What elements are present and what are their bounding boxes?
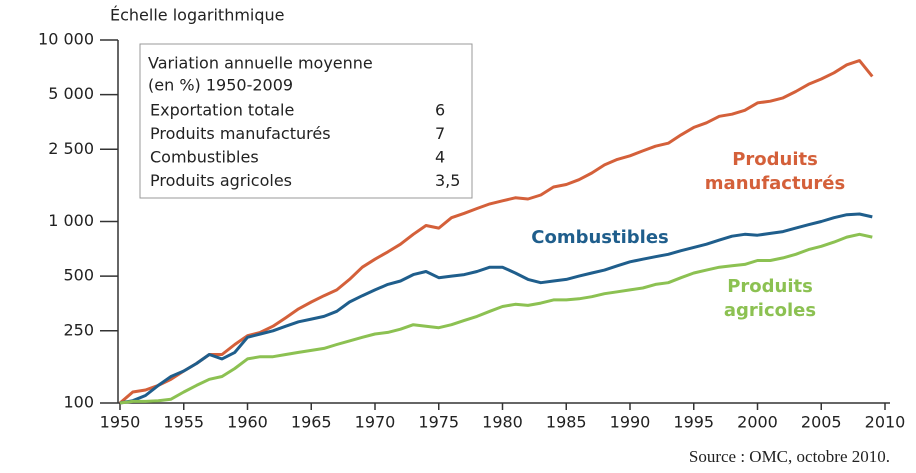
rate-value: 7: [435, 124, 445, 143]
rate-box: [139, 43, 473, 199]
series-label: manufacturés: [705, 173, 845, 194]
rate-label: Produits agricoles: [150, 171, 292, 190]
source: Source : OMC, octobre 2010.: [689, 447, 890, 466]
rate-title: Variation annuelle moyenne: [148, 54, 373, 73]
y-tick-label: 10 000: [38, 30, 94, 49]
x-tick-label: 1960: [227, 413, 268, 432]
x-tick-label: 1965: [291, 413, 332, 432]
x-tick-label: 1970: [355, 413, 396, 432]
series-label: Combustibles: [531, 227, 669, 248]
series-label: Produits: [732, 149, 818, 170]
x-tick-label: 1955: [163, 413, 204, 432]
axis-label: Échelle logarithmique: [110, 6, 285, 25]
x-tick-label: 1950: [100, 413, 141, 432]
series-label: agricoles: [724, 300, 816, 321]
y-tick-label: 250: [63, 320, 94, 339]
x-tick-label: 1975: [418, 413, 459, 432]
x-tick-label: 1995: [673, 413, 714, 432]
rate-value: 3,5: [435, 171, 460, 190]
series-line: [119, 59, 874, 405]
series-label: Produits: [727, 276, 813, 297]
series-line: [119, 212, 873, 405]
x-tick-label: 2005: [801, 413, 842, 432]
y-tick-label: 100: [63, 393, 94, 412]
x-tick-label: 1980: [482, 413, 523, 432]
y-tick-label: 5 000: [48, 84, 94, 103]
rate-label: Exportation totale: [150, 101, 294, 120]
rate-label: Combustibles: [150, 148, 259, 167]
rate-title: (en %) 1950-2009: [148, 76, 293, 95]
x-tick-label: 1985: [546, 413, 587, 432]
rate-label: Produits manufacturés: [150, 124, 331, 143]
series-line: [119, 232, 873, 405]
y-tick-label: 500: [63, 266, 94, 285]
y-tick-label: 1 000: [48, 211, 94, 230]
rate-value: 4: [435, 148, 445, 167]
y-tick-label: 2 500: [48, 139, 94, 158]
rate-value: 6: [435, 101, 445, 120]
x-tick-label: 2000: [737, 413, 778, 432]
x-tick-label: 1990: [610, 413, 651, 432]
x-tick-label: 2010: [865, 413, 906, 432]
